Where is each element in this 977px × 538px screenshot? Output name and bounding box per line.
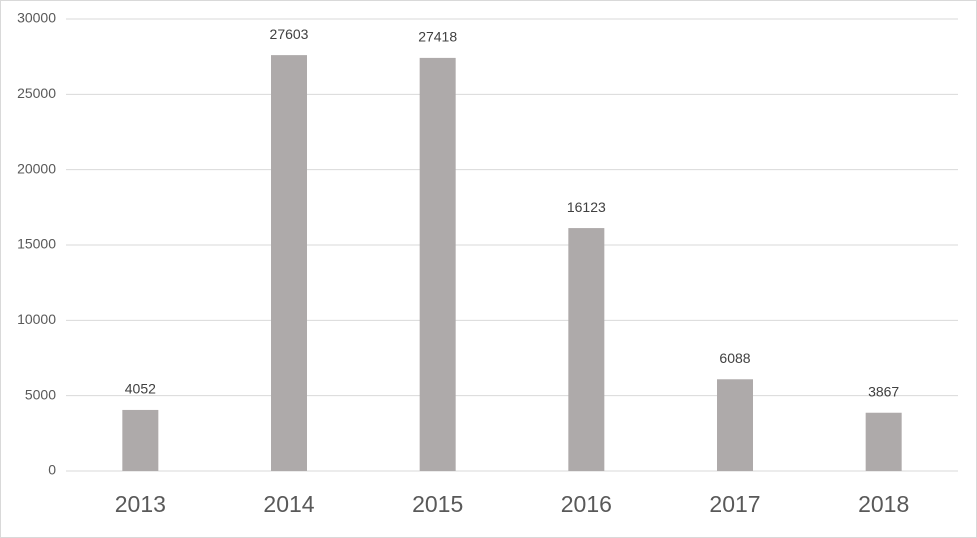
y-tick-label: 5000 <box>25 386 56 402</box>
data-label: 27603 <box>270 26 309 42</box>
x-tick-label: 2018 <box>858 491 909 517</box>
data-label: 16123 <box>567 199 606 215</box>
bar <box>717 379 753 471</box>
bar <box>419 57 456 472</box>
data-label: 6088 <box>719 350 750 366</box>
data-label: 4052 <box>125 381 156 397</box>
bar <box>122 409 159 471</box>
x-tick-label: 2014 <box>263 491 314 517</box>
data-label: 3867 <box>868 383 899 399</box>
x-tick-label: 2013 <box>115 491 166 517</box>
y-tick-label: 15000 <box>17 236 56 252</box>
bar <box>568 228 605 471</box>
x-tick-label: 2015 <box>412 491 463 517</box>
data-label: 27418 <box>418 29 457 45</box>
y-tick-label: 20000 <box>17 160 56 176</box>
y-tick-label: 10000 <box>17 311 56 327</box>
y-tick-label: 0 <box>48 462 56 478</box>
x-tick-label: 2016 <box>561 491 612 517</box>
y-tick-label: 25000 <box>17 85 56 101</box>
bar <box>865 412 902 471</box>
y-tick-label: 30000 <box>17 10 56 26</box>
x-tick-label: 2017 <box>709 491 760 517</box>
bar <box>271 55 307 471</box>
